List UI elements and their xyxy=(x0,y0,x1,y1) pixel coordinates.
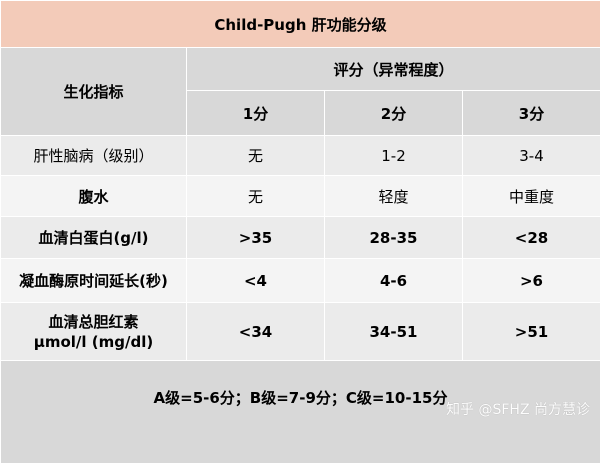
table-row: 凝血酶原时间延长(秒) <4 4-6 >6 xyxy=(1,259,600,303)
cell-score-2: 1-2 xyxy=(325,136,463,176)
score-col-2: 2分 xyxy=(325,91,463,136)
cell-score-1: 无 xyxy=(187,176,325,217)
score-col-3: 3分 xyxy=(463,91,600,136)
title-row: Child-Pugh 肝功能分级 xyxy=(1,1,600,48)
child-pugh-table-page: Child-Pugh 肝功能分级 生化指标 评分（异常程度） 1分 2分 3分 … xyxy=(0,0,600,435)
cell-score-2: 轻度 xyxy=(325,176,463,217)
row-label: 血清总胆红素 μmol/l (mg/dl) xyxy=(1,303,187,361)
row-label-line2: μmol/l (mg/dl) xyxy=(1,332,186,352)
cell-score-2: 34-51 xyxy=(325,303,463,361)
row-label: 凝血酶原时间延长(秒) xyxy=(1,259,187,303)
row-label-line1: 血清总胆红素 xyxy=(1,312,186,332)
cell-score-1: <4 xyxy=(187,259,325,303)
table-row: 血清白蛋白(g/l) >35 28-35 <28 xyxy=(1,217,600,259)
table-row: 腹水 无 轻度 中重度 xyxy=(1,176,600,217)
watermark: 知乎 @SFHZ 尚方慧诊 xyxy=(446,399,590,419)
row-label: 腹水 xyxy=(1,176,187,217)
table-title: Child-Pugh 肝功能分级 xyxy=(1,1,600,48)
table-row: 血清总胆红素 μmol/l (mg/dl) <34 34-51 >51 xyxy=(1,303,600,361)
cell-score-3: >6 xyxy=(463,259,600,303)
table-row: 肝性脑病（级别） 无 1-2 3-4 xyxy=(1,136,600,176)
cell-score-1: >35 xyxy=(187,217,325,259)
cell-score-1: 无 xyxy=(187,136,325,176)
cell-score-2: 28-35 xyxy=(325,217,463,259)
cell-score-1: <34 xyxy=(187,303,325,361)
header-row-1: 生化指标 评分（异常程度） xyxy=(1,48,600,91)
cell-score-3: 3-4 xyxy=(463,136,600,176)
score-group-header: 评分（异常程度） xyxy=(187,48,600,91)
score-col-1: 1分 xyxy=(187,91,325,136)
row-label: 血清白蛋白(g/l) xyxy=(1,217,187,259)
cell-score-3: <28 xyxy=(463,217,600,259)
indicator-header: 生化指标 xyxy=(1,48,187,136)
cell-score-3: 中重度 xyxy=(463,176,600,217)
cell-score-2: 4-6 xyxy=(325,259,463,303)
cell-score-3: >51 xyxy=(463,303,600,361)
row-label: 肝性脑病（级别） xyxy=(1,136,187,176)
